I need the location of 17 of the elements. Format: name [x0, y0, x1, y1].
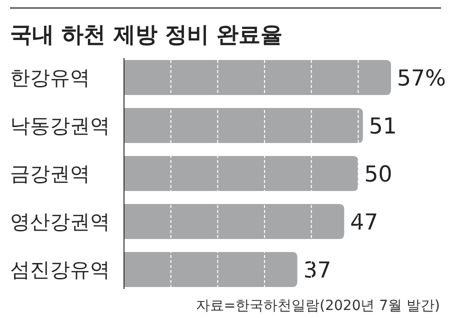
bar [124, 204, 344, 239]
bar [124, 252, 298, 287]
data-label: 57% [397, 66, 446, 92]
y-tick-label: 섬진강유역 [10, 258, 110, 282]
y-tick-label: 금강권역 [10, 162, 90, 186]
y-tick-label: 낙동강권역 [10, 114, 110, 138]
data-label: 37 [303, 258, 332, 284]
y-tick-label: 한강유역 [10, 66, 90, 90]
bar [124, 156, 358, 191]
data-label: 50 [364, 162, 392, 188]
text: 자료=한국하천일람(2020년 7월 발간) [196, 298, 440, 314]
data-label: 47 [350, 210, 378, 236]
chart-title: 국내 하천 제방 정비 완료율 [10, 23, 283, 48]
y-tick-label: 영산강권역 [10, 210, 110, 234]
bar [124, 108, 363, 143]
data-label: 51 [368, 114, 397, 140]
bar [124, 60, 391, 95]
